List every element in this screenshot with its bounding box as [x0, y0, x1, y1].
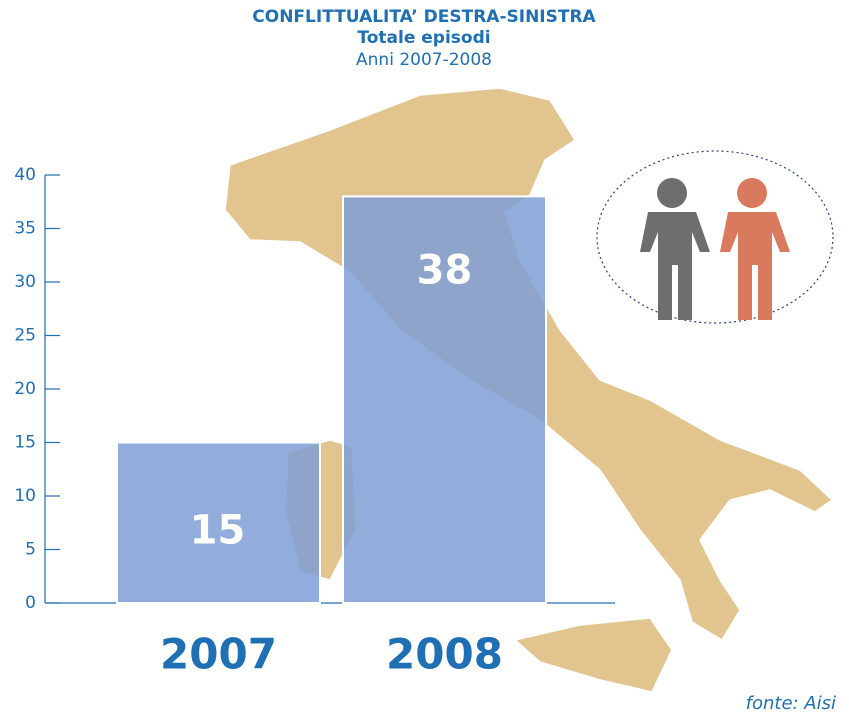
source-note: fonte: Aisi — [746, 693, 836, 714]
bar — [116, 441, 321, 604]
x-tick-label: 2008 — [386, 630, 503, 679]
y-tick-label: 20 — [14, 379, 36, 399]
chart-subtitle: Totale episodi — [357, 28, 490, 48]
y-tick-label: 10 — [14, 486, 36, 506]
y-tick-label: 0 — [25, 593, 36, 613]
data-label: 15 — [190, 508, 246, 554]
y-tick-label: 35 — [14, 219, 36, 239]
x-tick-label: 2007 — [160, 630, 277, 679]
y-tick-label: 40 — [14, 165, 36, 185]
y-tick-label: 15 — [14, 433, 36, 453]
figures-icon — [596, 150, 834, 324]
data-label: 38 — [417, 247, 473, 293]
y-tick-label: 25 — [14, 326, 36, 346]
bar — [342, 195, 547, 604]
chart-title: CONFLITTUALITA’ DESTRA-SINISTRA — [252, 7, 596, 27]
y-tick-label: 30 — [14, 272, 36, 292]
y-tick-label: 5 — [25, 540, 36, 560]
chart-period: Anni 2007-2008 — [356, 50, 492, 70]
